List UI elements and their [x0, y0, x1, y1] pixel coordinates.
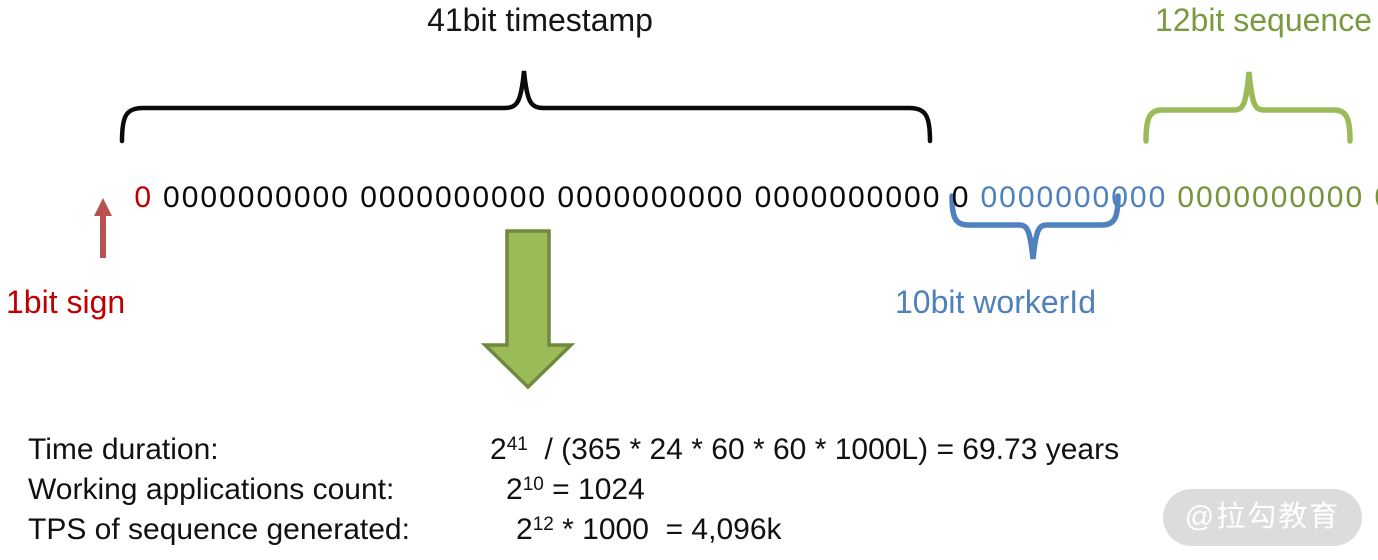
sign-label: 1bit sign	[6, 284, 126, 320]
worker-label: 10bit workerId	[895, 284, 1096, 320]
formula-label: Time duration:	[28, 433, 219, 466]
down-arrow-icon	[480, 229, 576, 390]
bit-string-row: 0 0000000000 0000000000 0000000000 000000…	[93, 147, 1378, 249]
formula-base: 2	[516, 513, 533, 546]
watermark-badge: @拉勾教育	[1163, 489, 1362, 546]
formula-rest: * 1000 = 4,096k	[553, 513, 782, 546]
sign-bit: 0	[134, 181, 154, 214]
formula-rest: / (365 * 24 * 60 * 60 * 1000L) = 69.73 y…	[527, 433, 1120, 466]
formula-exponent: 10	[522, 474, 544, 495]
formula-exponent: 41	[506, 434, 528, 455]
formula-base: 2	[506, 473, 523, 506]
sequence-bits: 0000000000 00	[1177, 181, 1378, 214]
formula-value: 212 * 1000 = 4,096k	[490, 510, 782, 550]
formula-value: 210 = 1024	[490, 470, 645, 510]
timestamp-label: 41bit timestamp	[427, 2, 653, 38]
timestamp-bits: 0000000000 0000000000 0000000000 0000000…	[163, 181, 971, 214]
sequence-brace-icon	[1143, 71, 1353, 144]
sequence-label: 12bit sequence	[1154, 2, 1372, 38]
worker-bits: 0000000000	[980, 181, 1168, 214]
formula-row-working-applications: Working applications count: 210 = 1024	[28, 470, 1119, 510]
timestamp-brace-icon	[119, 70, 933, 144]
formula-row-time-duration: Time duration: 241 / (365 * 24 * 60 * 60…	[28, 430, 1119, 470]
formula-row-tps-sequence: TPS of sequence generated: 212 * 1000 = …	[28, 510, 1119, 550]
formula-label: Working applications count:	[28, 473, 395, 506]
formula-value: 241 / (365 * 24 * 60 * 60 * 1000L) = 69.…	[490, 430, 1119, 470]
formula-base: 2	[490, 433, 507, 466]
formula-label: TPS of sequence generated:	[28, 513, 410, 546]
formula-rest: = 1024	[543, 473, 645, 506]
formula-exponent: 12	[532, 514, 554, 535]
formula-list: Time duration: 241 / (365 * 24 * 60 * 60…	[28, 430, 1119, 550]
